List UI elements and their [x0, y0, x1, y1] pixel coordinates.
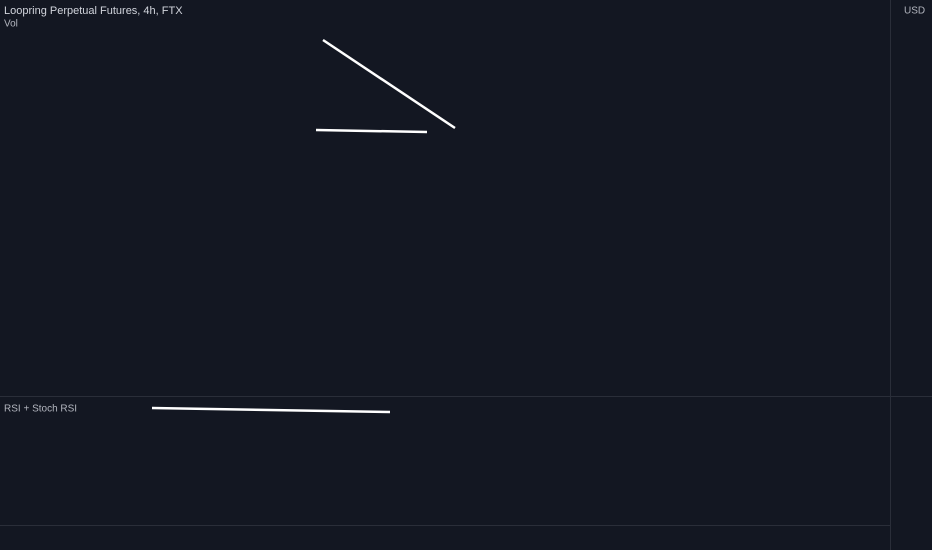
chart-title: Loopring Perpetual Futures, 4h, FTX — [4, 5, 183, 17]
rsi-title: RSI + Stoch RSI — [4, 404, 77, 415]
trend-line — [322, 38, 456, 130]
currency: USD — [904, 6, 925, 17]
rsi-trend-line — [151, 406, 391, 414]
volume-label: Vol — [4, 19, 18, 30]
support-line — [315, 128, 428, 134]
